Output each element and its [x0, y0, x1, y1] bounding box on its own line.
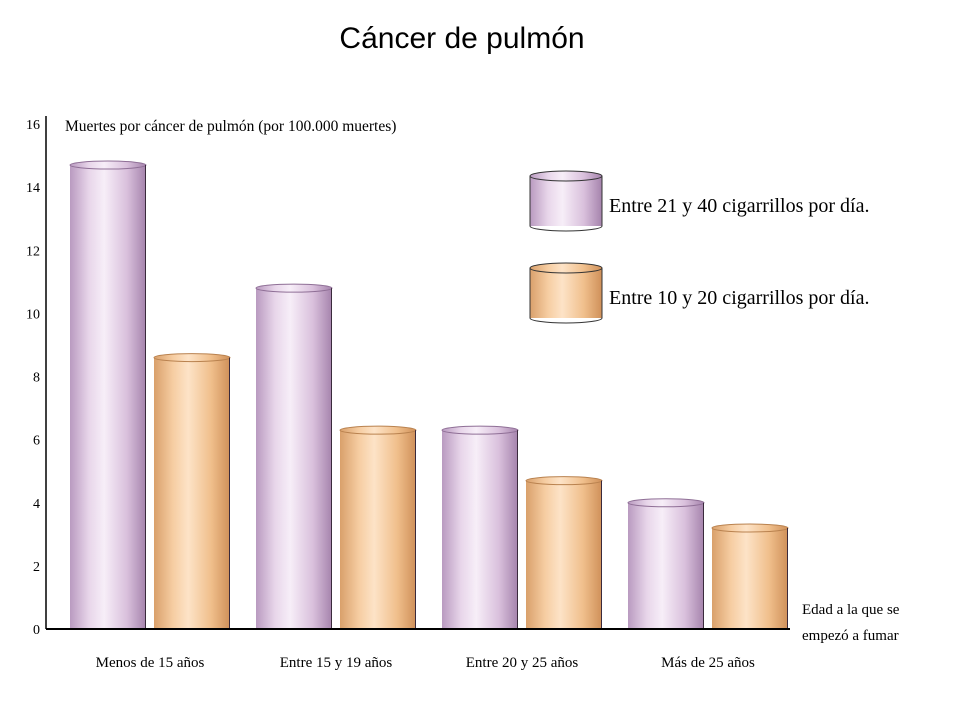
bar-series1-cat3-top — [441, 425, 519, 435]
legend-item-series1: Entre 21 y 40 cigarrillos por día. — [529, 170, 870, 232]
chart-title: Cáncer de pulmón — [339, 22, 584, 55]
bar-series2-cat4-top — [711, 523, 789, 533]
bar-series1-cat3-body — [442, 430, 518, 629]
legend-label: Entre 21 y 40 cigarrillos por día. — [609, 195, 870, 217]
bars — [69, 160, 789, 629]
bar-series1-cat1-top — [69, 160, 147, 170]
x-axis-title-line-1: Edad a la que se — [802, 602, 900, 618]
bar-series2-cat4 — [711, 523, 789, 629]
legend-label: Entre 10 y 20 cigarrillos por día. — [609, 287, 870, 309]
y-axis-ticks: 0 2 4 6 8 10 12 14 16 — [26, 118, 40, 638]
bar-series2-cat3-top — [525, 476, 603, 486]
bar-series2-cat2-body — [340, 430, 416, 629]
y-tick-label: 2 — [33, 560, 40, 575]
y-tick-label: 4 — [33, 497, 40, 512]
legend-item-series2: Entre 10 y 20 cigarrillos por día. — [529, 262, 870, 324]
legend: Entre 21 y 40 cigarrillos por día. Entre … — [529, 170, 870, 324]
y-tick-label: 8 — [33, 371, 40, 386]
x-category-label: Más de 25 años — [661, 655, 755, 671]
bar-series2-cat2-top — [339, 425, 417, 435]
legend-swatch-body — [530, 176, 602, 226]
legend-swatch-bottom — [529, 225, 603, 232]
bar-series1-cat3 — [441, 425, 519, 629]
x-axis-title-line-2: empezó a fumar — [802, 628, 899, 644]
bar-series1-cat4 — [627, 498, 705, 629]
bar-series1-cat1 — [69, 160, 147, 629]
bar-series1-cat1-body — [70, 165, 146, 629]
bar-series1-cat4-body — [628, 502, 704, 629]
y-tick-label: 6 — [33, 434, 40, 449]
legend-swatch-body — [530, 268, 602, 318]
y-axis-title: Muertes por cáncer de pulmón (por 100.00… — [65, 118, 396, 135]
bar-series2-cat3-body — [526, 480, 602, 629]
bar-series1-cat2-body — [256, 288, 332, 629]
y-tick-label: 12 — [26, 244, 40, 259]
bar-series2-cat1-top — [153, 353, 231, 363]
x-category-label: Menos de 15 años — [96, 655, 205, 671]
bar-series1-cat2-top — [255, 283, 333, 293]
y-tick-label: 16 — [26, 118, 40, 133]
x-category-label: Entre 20 y 25 años — [466, 655, 579, 671]
legend-swatch-top — [529, 262, 603, 274]
bar-series1-cat4-top — [627, 498, 705, 508]
x-axis-labels: Menos de 15 años Entre 15 y 19 años Entre … — [96, 655, 755, 671]
bar-series2-cat2 — [339, 425, 417, 629]
bar-series2-cat1-body — [154, 357, 230, 629]
legend-swatch-bottom — [529, 317, 603, 324]
bar-series1-cat2 — [255, 283, 333, 629]
bar-series2-cat3 — [525, 476, 603, 629]
legend-swatch-top — [529, 170, 603, 182]
y-tick-label: 10 — [26, 307, 40, 322]
y-tick-label: 14 — [26, 181, 40, 196]
bar-series2-cat4-body — [712, 528, 788, 629]
y-tick-label: 0 — [33, 623, 40, 638]
x-category-label: Entre 15 y 19 años — [280, 655, 393, 671]
bar-series2-cat1 — [153, 353, 231, 629]
